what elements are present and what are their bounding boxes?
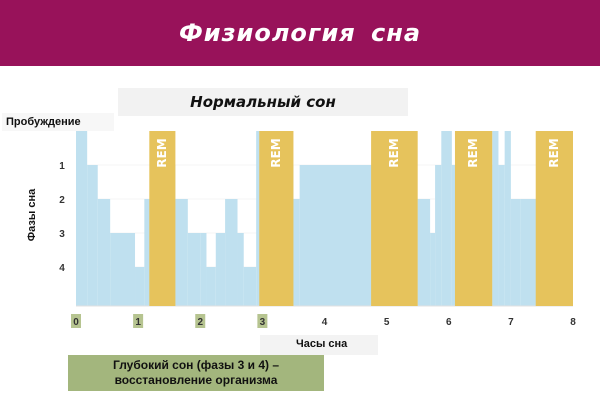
rem-label: REM [547,138,561,167]
stage-segment [293,199,300,306]
deep-sleep-note-line1: Глубокий сон (фазы 3 и 4) – [112,358,280,372]
y-tick-label: 4 [59,263,65,274]
stage-segment [441,131,452,306]
rem-label: REM [466,138,480,167]
rem-label: REM [387,138,401,167]
stage-segment [110,233,136,306]
stage-segment [97,199,111,306]
rem-bar [149,131,176,306]
stage-segment [430,233,436,306]
chart-title: Нормальный сон [190,93,336,111]
x-tick-label: 7 [508,317,514,328]
stage-segment [200,233,207,306]
wake-label: Пробуждение [6,116,81,128]
x-tick-label: 5 [384,317,390,328]
wake-label-box [2,113,114,131]
header-banner: Физиология сна [0,0,600,66]
y-tick-label: 1 [59,161,65,172]
x-tick-marker [133,314,144,328]
y-tick-label: 3 [59,229,65,240]
x-tick-label: 0 [73,317,79,328]
x-axis-label: Часы сна [296,338,348,350]
x-tick-label: 6 [446,317,452,328]
stage-segment [135,267,145,306]
stage-segment [215,233,226,306]
x-tick-label: 3 [260,317,266,328]
x-tick-marker [71,314,81,328]
stage-segment [175,199,188,306]
rem-bar [259,131,294,306]
stage-segment [206,267,216,306]
stage-segment [87,165,98,306]
deep-sleep-note-line2: восстановление организма [114,373,278,387]
deep-sleep-note: Глубокий сон (фазы 3 и 4) – восстановлен… [68,355,324,391]
stage-segment [504,131,511,306]
stage-segment [76,131,88,306]
x-axis-label-box [260,335,378,355]
x-tick-marker [195,314,206,328]
stage-segment [435,165,442,306]
x-tick-label: 1 [135,317,141,328]
rem-bar [454,131,493,306]
rem-bar [371,131,418,306]
page-title: Физиология сна [178,19,422,47]
x-tick-label: 4 [322,317,328,328]
stage-segment [237,233,244,306]
rem-label: REM [155,138,169,167]
stage-segment [510,199,521,306]
stage-segment [243,267,257,306]
stage-segment [225,199,238,306]
stage-segment [498,165,505,306]
rem-label: REM [269,138,283,167]
chart-title-box: Нормальный сон [118,88,408,116]
stage-segment [417,199,431,306]
x-tick-label: 8 [570,317,576,328]
x-tick-marker [257,314,268,328]
x-tick-label: 2 [197,317,203,328]
stage-segment [492,131,499,306]
y-tick-label: 2 [59,195,65,206]
stage-segment [187,233,201,306]
rem-bar [535,131,573,306]
